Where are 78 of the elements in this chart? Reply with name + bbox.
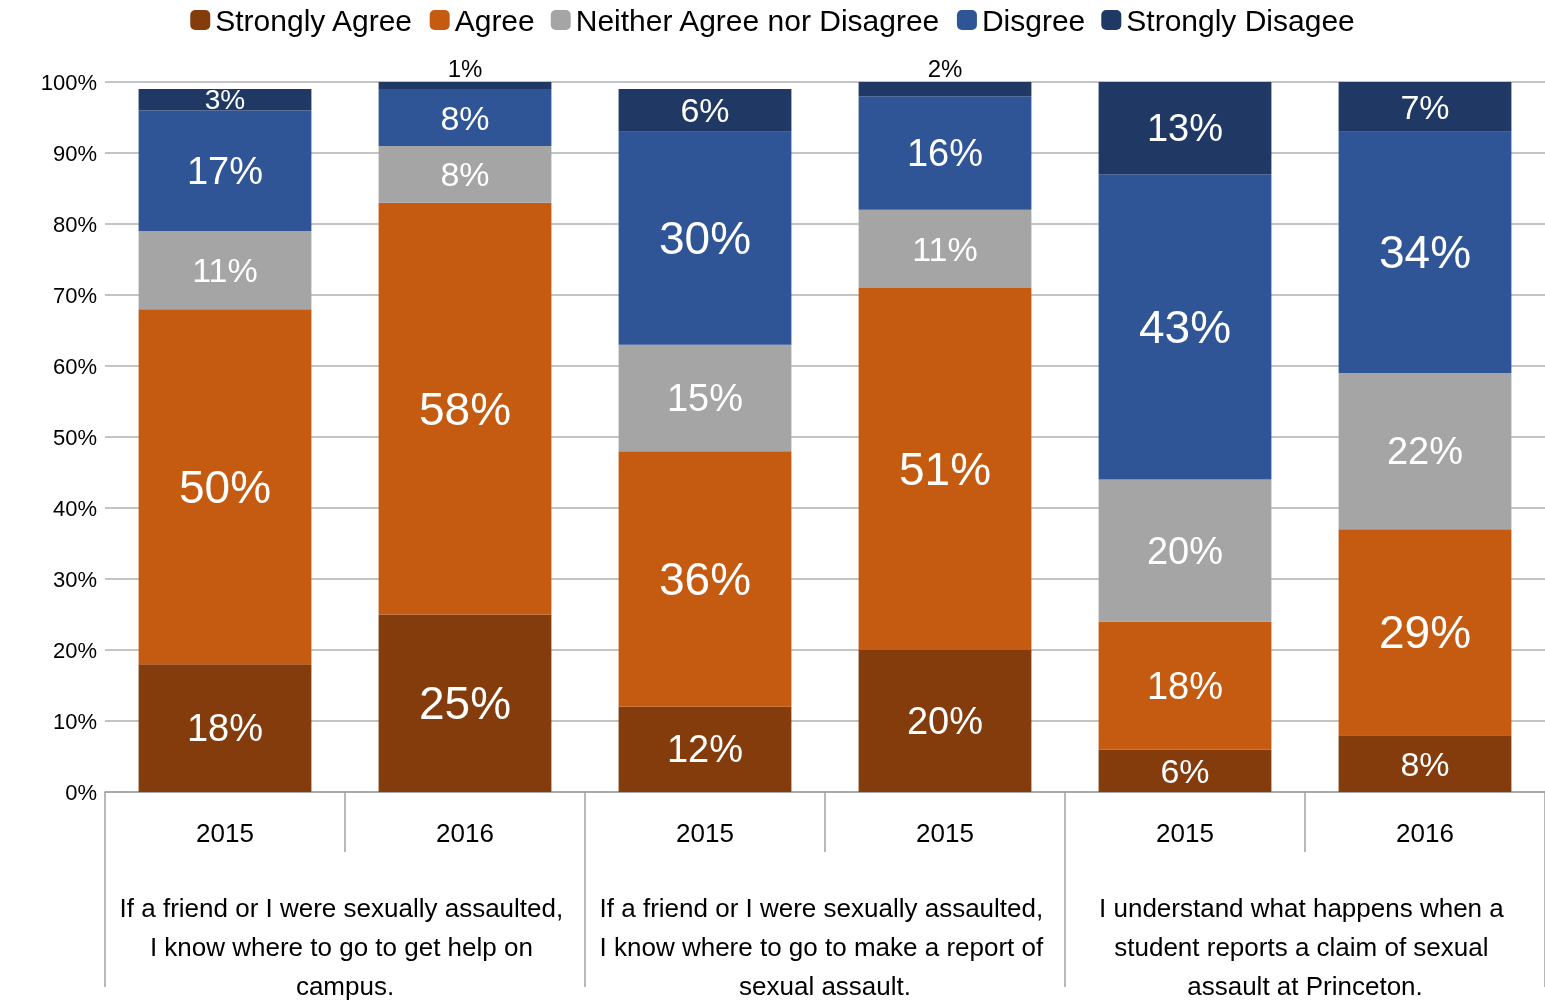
text: I understand what happens when a student reports a claim of sexual assault at Princeton. [1099, 892, 1511, 1001]
data-label: 2% [927, 54, 963, 82]
data-label: 8% [440, 98, 490, 137]
data-label: 12% [666, 728, 744, 771]
bar [858, 96, 1032, 210]
x-tick-label: 2015 [1156, 818, 1214, 848]
bar [858, 650, 1032, 792]
y-tick-label: 10% [52, 708, 97, 734]
y-tick-label: 60% [52, 353, 97, 379]
bar [1338, 82, 1512, 132]
bar [618, 451, 792, 707]
data-label: 11% [192, 251, 258, 290]
legend-label: Strongly Disagee [1126, 3, 1355, 37]
bar [138, 664, 312, 792]
legend-label: Strongly Agree [215, 3, 413, 37]
data-label: 1% [447, 54, 483, 82]
bar [1338, 529, 1512, 736]
legend-label: Agree [454, 3, 535, 37]
x-tick-label: 2016 [436, 818, 494, 848]
data-label: 8% [440, 155, 490, 194]
bar [1098, 82, 1272, 175]
x-tick-label: 2016 [1396, 818, 1454, 848]
data-label: 18% [1146, 664, 1224, 707]
y-tick-label: 50% [52, 424, 97, 450]
bar [1338, 131, 1512, 374]
x-tick-label: 2015 [676, 818, 734, 848]
data-label: 18% [186, 707, 264, 750]
bar [378, 202, 552, 615]
data-label: 22% [1386, 430, 1464, 473]
data-label: 30% [658, 212, 752, 265]
bar [138, 110, 312, 232]
y-tick-label: 30% [52, 566, 97, 592]
data-label: 20% [906, 700, 984, 742]
y-tick-label: 70% [52, 282, 97, 308]
data-label: 43% [1138, 300, 1232, 353]
bar [1098, 174, 1272, 480]
legend-label: Disgree [981, 3, 1086, 37]
data-label: 51% [898, 442, 992, 495]
bar [1098, 621, 1272, 750]
data-label: 29% [1378, 606, 1472, 659]
data-label: 34% [1378, 226, 1472, 279]
bar [858, 82, 1032, 97]
bar [138, 309, 312, 665]
y-tick-label: 0% [65, 779, 97, 805]
data-label: 15% [666, 376, 744, 419]
data-label: 6% [1160, 751, 1210, 790]
data-label: 7% [1400, 87, 1450, 126]
x-tick-label: 2015 [916, 818, 974, 848]
data-label: 13% [1146, 107, 1224, 150]
bar [858, 287, 1032, 650]
text: If a friend or I were sexually assaulted, I know where to go to make a report of sexual assault. [599, 892, 1051, 1001]
data-label: 50% [178, 460, 272, 513]
bar [378, 614, 552, 792]
bar [618, 89, 792, 132]
data-label: 6% [680, 91, 730, 130]
data-label: 20% [1146, 529, 1224, 572]
bar [378, 89, 552, 146]
y-tick-label: 100% [40, 69, 97, 95]
y-tick-label: 80% [52, 211, 97, 237]
data-label: 11% [912, 229, 978, 268]
bar [1098, 749, 1272, 792]
y-tick-label: 40% [52, 495, 97, 521]
text: If a friend or I were sexually assaulted, I know where to go to get help on campus. [119, 892, 571, 1001]
y-tick-label: 20% [52, 637, 97, 663]
bar [618, 131, 792, 345]
data-label: 36% [658, 553, 752, 605]
data-label: 8% [1400, 744, 1450, 783]
data-label: 3% [204, 84, 246, 116]
y-tick-label: 90% [52, 140, 97, 166]
data-label: 16% [906, 132, 984, 174]
data-label: 17% [186, 149, 264, 192]
bar [378, 82, 552, 90]
bar [618, 706, 792, 792]
legend-label: Neither Agree nor Disagree [575, 3, 940, 37]
data-label: 58% [418, 382, 512, 435]
x-tick-label: 2015 [196, 818, 254, 848]
bar [1338, 735, 1512, 792]
data-label: 25% [418, 677, 512, 730]
